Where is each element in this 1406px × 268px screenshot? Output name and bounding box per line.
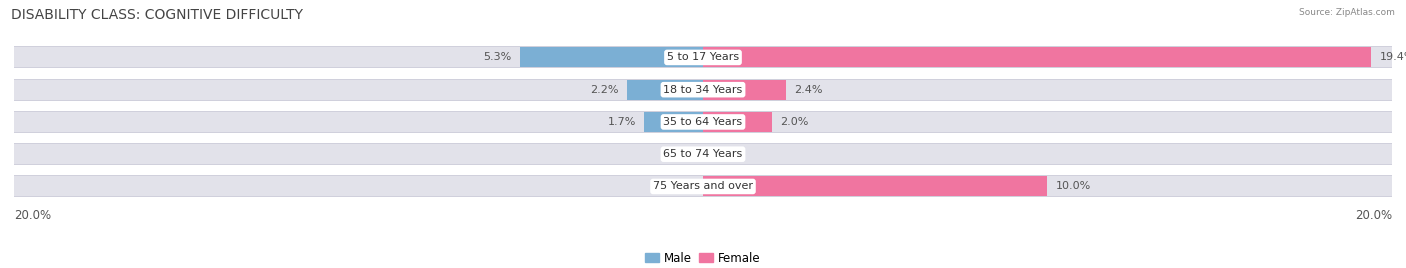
Bar xyxy=(14,143,1392,165)
Text: 0.0%: 0.0% xyxy=(711,149,740,159)
Text: 65 to 74 Years: 65 to 74 Years xyxy=(664,149,742,159)
Text: DISABILITY CLASS: COGNITIVE DIFFICULTY: DISABILITY CLASS: COGNITIVE DIFFICULTY xyxy=(11,8,304,22)
Text: Source: ZipAtlas.com: Source: ZipAtlas.com xyxy=(1299,8,1395,17)
Bar xyxy=(14,111,1392,133)
Bar xyxy=(14,47,1392,68)
Text: 5 to 17 Years: 5 to 17 Years xyxy=(666,53,740,62)
Bar xyxy=(703,176,1047,196)
Text: 19.4%: 19.4% xyxy=(1379,53,1406,62)
Bar xyxy=(14,144,1392,164)
Text: 20.0%: 20.0% xyxy=(1355,209,1392,222)
Text: 2.0%: 2.0% xyxy=(780,117,808,127)
Bar xyxy=(14,176,1392,196)
Bar xyxy=(14,80,1392,100)
Bar xyxy=(627,80,703,100)
Bar xyxy=(14,176,1392,198)
Bar xyxy=(520,47,703,68)
Text: 75 Years and over: 75 Years and over xyxy=(652,181,754,191)
Text: 0.0%: 0.0% xyxy=(666,149,695,159)
Text: 1.7%: 1.7% xyxy=(607,117,636,127)
Text: 2.2%: 2.2% xyxy=(591,85,619,95)
Bar xyxy=(644,112,703,132)
Bar xyxy=(14,112,1392,132)
Text: 2.4%: 2.4% xyxy=(794,85,823,95)
Bar xyxy=(14,79,1392,101)
Bar xyxy=(14,46,1392,68)
Bar xyxy=(703,47,1371,68)
Text: 10.0%: 10.0% xyxy=(1056,181,1091,191)
Text: 20.0%: 20.0% xyxy=(14,209,51,222)
Text: 5.3%: 5.3% xyxy=(484,53,512,62)
Legend: Male, Female: Male, Female xyxy=(641,247,765,268)
Text: 0.0%: 0.0% xyxy=(666,181,695,191)
Bar xyxy=(703,112,772,132)
Bar xyxy=(703,80,786,100)
Text: 18 to 34 Years: 18 to 34 Years xyxy=(664,85,742,95)
Text: 35 to 64 Years: 35 to 64 Years xyxy=(664,117,742,127)
